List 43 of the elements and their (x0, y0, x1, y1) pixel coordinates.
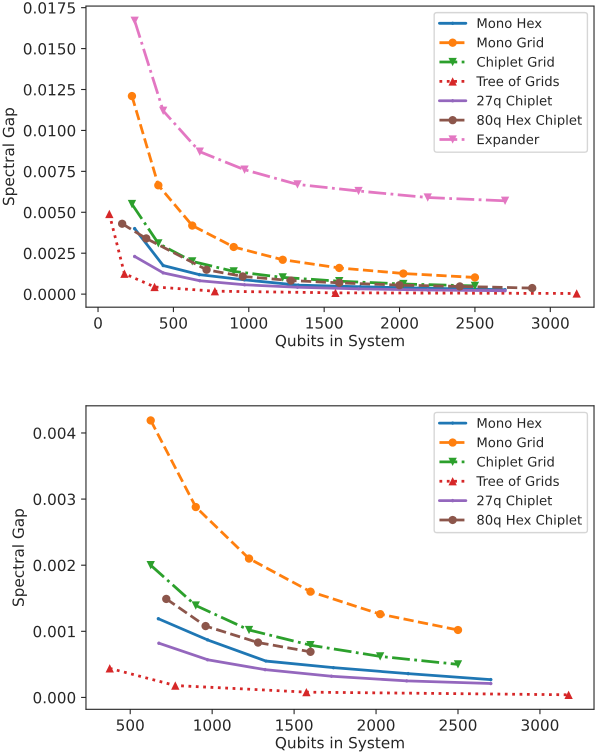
x-tick-label: 3000 (522, 719, 558, 731)
legend-label: 27q Chiplet (477, 495, 552, 508)
y-tick-label: 0.003 (34, 494, 76, 506)
legend-label: 27q Chiplet (477, 95, 552, 108)
y-tick-label: 0.0125 (24, 84, 75, 96)
y-tick-label: 0.0025 (24, 248, 75, 260)
x-axis-title: Qubits in System (276, 736, 404, 752)
x-tick-label: 0 (94, 317, 102, 329)
legend-label: Mono Grid (478, 37, 543, 48)
x-tick-label: 1000 (194, 719, 231, 731)
x-tick-label: 2000 (358, 719, 394, 731)
y-tick-label: 0.002 (34, 560, 75, 572)
legend-label: Mono Grid (478, 437, 543, 448)
y-tick-label: 0.0175 (24, 2, 75, 14)
legend-label: Chiplet Grid (477, 456, 554, 470)
y-tick-label: 0.0075 (24, 166, 75, 178)
legend-label: 80q Hex Chiplet (477, 514, 582, 528)
x-tick-label: 500 (160, 317, 187, 329)
y-tick-label: 0.004 (34, 427, 76, 439)
legend-label: Expander (478, 134, 540, 147)
x-tick-label: 1000 (231, 317, 268, 329)
y-tick-label: 0.001 (34, 626, 75, 638)
y-tick-label: 0.0050 (24, 206, 76, 218)
x-tick-label: 1500 (276, 719, 313, 731)
x-tick-label: 2500 (456, 317, 494, 329)
legend-label: Chiplet Grid (477, 56, 554, 70)
y-tick-label: 0.0000 (24, 288, 76, 300)
y-axis-title: Spectral Gap (2, 108, 18, 206)
y-tick-label: 0.0100 (24, 124, 76, 136)
legend-label: 80q Hex Chiplet (477, 114, 582, 128)
y-axis-title: Spectral Gap (12, 509, 27, 606)
x-axis-title: Qubits in System (276, 334, 404, 350)
x-tick-label: 3000 (532, 317, 569, 329)
x-tick-label: 1500 (306, 317, 343, 329)
x-tick-label: 500 (116, 719, 144, 731)
legend-label: Mono Hex (478, 18, 542, 28)
x-tick-label: 2000 (381, 317, 418, 329)
x-tick-label: 2500 (440, 719, 476, 731)
y-tick-label: 0.000 (34, 692, 76, 704)
legend-label: Mono Hex (478, 418, 542, 428)
legend-label: Tree of Grids (476, 476, 559, 486)
y-tick-label: 0.0150 (24, 43, 76, 55)
legend-label: Tree of Grids (476, 76, 559, 86)
